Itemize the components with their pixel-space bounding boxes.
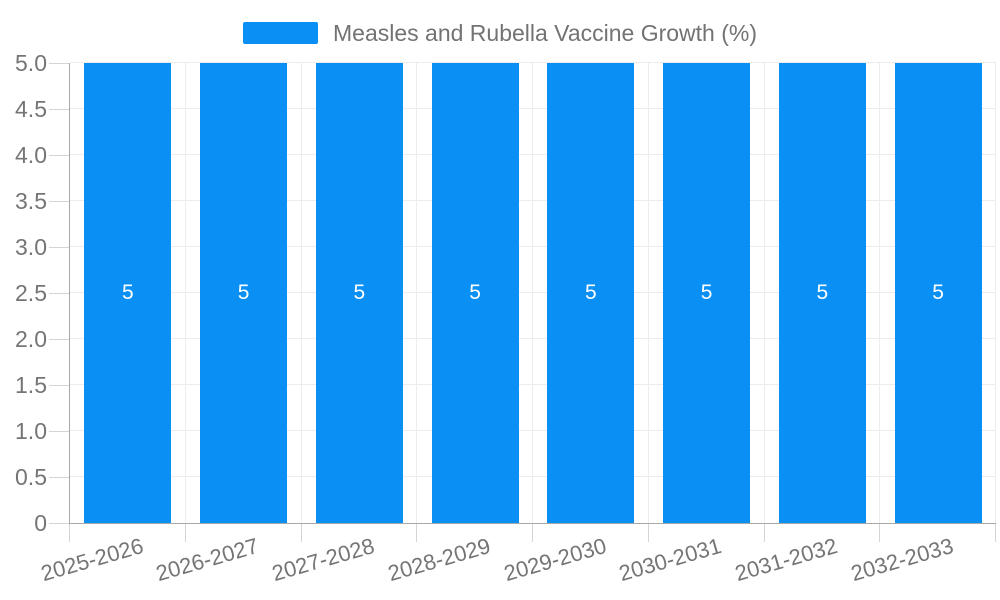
gridline-vertical — [532, 63, 533, 523]
bar-value-label: 5 — [122, 281, 134, 304]
y-axis-tick — [49, 385, 69, 386]
legend[interactable]: Measles and Rubella Vaccine Growth (%) — [0, 20, 1000, 46]
y-axis-label: 1.5 — [15, 372, 47, 398]
gridline-vertical — [300, 63, 302, 523]
x-axis-tick — [879, 524, 881, 542]
x-axis-label: 2027-2028 — [269, 533, 378, 587]
y-axis-tick — [49, 201, 69, 202]
y-axis-tick — [49, 155, 69, 156]
y-axis-tick — [49, 431, 69, 432]
bar-2032-2033[interactable]: 5 — [894, 63, 982, 523]
gridline-vertical — [763, 63, 765, 523]
x-axis-tick — [532, 524, 533, 542]
gridline-horizontal — [70, 292, 996, 293]
bar-2031-2032[interactable]: 5 — [778, 63, 866, 523]
gridline-horizontal — [70, 384, 996, 385]
x-axis-label: 2032-2033 — [847, 533, 957, 587]
y-axis-tick — [49, 293, 69, 294]
bar-value-label: 5 — [700, 281, 713, 304]
x-axis-label: 2026-2027 — [153, 533, 262, 587]
bar-value-label: 5 — [932, 281, 944, 304]
bar-value-label: 5 — [237, 281, 250, 304]
y-axis-label: 0.5 — [15, 464, 47, 490]
bar-2030-2031[interactable]: 5 — [663, 63, 751, 523]
bar-2026-2027[interactable]: 5 — [200, 63, 288, 523]
bar-value-label: 5 — [585, 281, 597, 304]
bar-value-label: 5 — [469, 281, 481, 304]
bar-2029-2030[interactable]: 5 — [547, 63, 635, 523]
x-axis-tick — [184, 524, 186, 542]
y-axis-label: 1.0 — [15, 418, 47, 444]
gridline-horizontal — [70, 476, 996, 477]
y-axis-tick — [49, 477, 69, 478]
x-axis-label: 2025-2026 — [37, 533, 146, 587]
x-axis-label: 2029-2030 — [500, 533, 609, 587]
x-axis-tick — [995, 524, 996, 542]
bar-2028-2029[interactable]: 5 — [431, 63, 519, 523]
y-axis-label: 4.0 — [15, 142, 47, 168]
y-axis-label: 2.5 — [15, 280, 47, 306]
y-axis-label: 5.0 — [15, 50, 47, 76]
y-axis-tick — [49, 109, 69, 110]
gridline-horizontal — [70, 108, 996, 109]
y-axis-tick — [49, 339, 69, 340]
legend-label: Measles and Rubella Vaccine Growth (%) — [333, 19, 757, 46]
gridline-horizontal — [70, 154, 996, 155]
plot-area: 5 5 5 5 5 5 5 5 — [69, 62, 996, 524]
y-axis-label: 4.5 — [15, 96, 47, 122]
y-axis-label: 3.0 — [15, 234, 47, 260]
x-axis-tick — [763, 524, 765, 542]
bar-2025-2026[interactable]: 5 — [84, 63, 172, 523]
y-axis-tick — [49, 247, 69, 248]
gridline-horizontal — [70, 430, 996, 431]
gridline-horizontal — [70, 200, 996, 201]
y-axis-tick — [49, 523, 69, 524]
x-axis-tick — [300, 524, 302, 542]
x-axis-label: 2031-2032 — [732, 533, 841, 587]
y-axis-label: 3.5 — [15, 188, 47, 214]
gridline-vertical — [647, 63, 649, 523]
bar-value-label: 5 — [816, 281, 829, 304]
x-axis-tick — [69, 524, 70, 542]
y-axis-label: 0 — [34, 510, 47, 536]
gridline-horizontal — [70, 62, 996, 63]
gridline-vertical — [416, 63, 418, 523]
bar-2027-2028[interactable]: 5 — [315, 63, 403, 523]
y-axis-tick — [49, 63, 69, 64]
gridline-horizontal — [70, 246, 996, 247]
bar-value-label: 5 — [353, 281, 366, 304]
legend-swatch — [243, 22, 318, 44]
x-axis-tick — [647, 524, 649, 542]
x-axis-tick — [416, 524, 418, 542]
gridline-vertical — [879, 63, 881, 523]
x-axis-label: 2028-2029 — [384, 533, 494, 587]
gridline-vertical — [995, 63, 996, 523]
y-axis-label: 2.0 — [15, 326, 47, 352]
gridline-horizontal — [70, 338, 996, 339]
gridline-vertical — [184, 63, 186, 523]
x-axis-label: 2030-2031 — [616, 533, 725, 587]
